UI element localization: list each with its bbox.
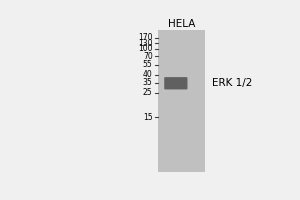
Text: 70: 70 [143, 52, 153, 61]
FancyBboxPatch shape [164, 77, 188, 89]
Text: 100: 100 [138, 44, 153, 53]
Text: 25: 25 [143, 88, 153, 97]
Text: HELA: HELA [168, 19, 195, 29]
Text: 170: 170 [138, 33, 153, 42]
Text: ERK 1/2: ERK 1/2 [212, 78, 252, 88]
Bar [158, 30, 205, 172]
Text: 130: 130 [138, 39, 153, 48]
Text: 35: 35 [143, 78, 153, 87]
Text: 40: 40 [143, 70, 153, 79]
Text: 15: 15 [143, 113, 153, 122]
Text: 55: 55 [143, 60, 153, 69]
